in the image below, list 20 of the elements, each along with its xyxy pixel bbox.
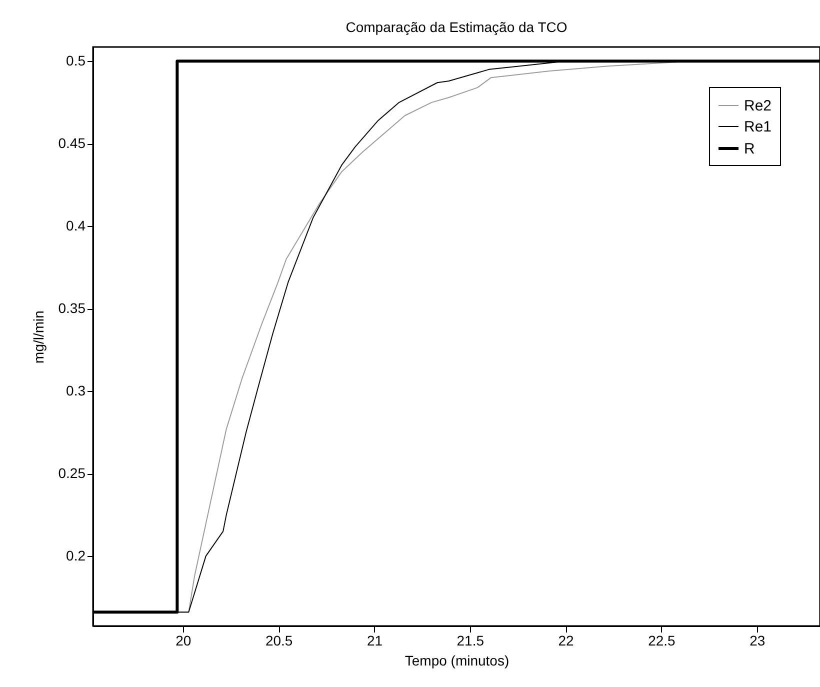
y-tick-label: 0.35 <box>58 300 86 316</box>
y-tick-label: 0.2 <box>66 548 86 564</box>
x-axis-title: Tempo (minutos) <box>404 652 510 668</box>
x-tick-label: 22.5 <box>648 632 676 648</box>
x-tick-label: 21.5 <box>456 632 484 648</box>
y-tick-label: 0.25 <box>58 465 86 482</box>
y-tick-label: 0.4 <box>66 218 86 234</box>
x-tick-label: 20.5 <box>265 632 293 648</box>
y-tick-label: 0.3 <box>66 382 86 399</box>
y-tick-label: 0.5 <box>66 52 86 69</box>
y-axis-title: mg/l/min <box>30 310 46 364</box>
chart-title: Comparação da Estimação da TCO <box>346 19 568 35</box>
x-tick-label: 20 <box>176 632 192 648</box>
x-tick-label: 21 <box>366 632 383 648</box>
legend-label: R <box>744 140 755 158</box>
legend-label: Re2 <box>744 98 772 114</box>
legend-label: Re1 <box>744 118 772 136</box>
y-tick-label: 0.45 <box>58 135 86 152</box>
x-tick-label: 23 <box>750 632 766 648</box>
x-tick-label: 22 <box>558 632 574 648</box>
